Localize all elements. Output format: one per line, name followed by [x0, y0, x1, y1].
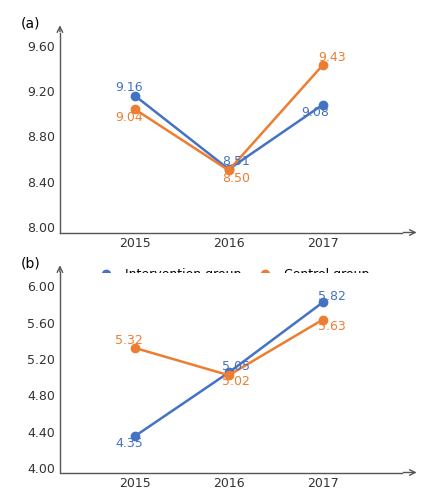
Legend: Intervention group, Control group: Intervention group, Control group	[88, 263, 374, 286]
Text: (a): (a)	[21, 16, 40, 30]
Text: (b): (b)	[21, 256, 40, 270]
Text: 9.08: 9.08	[301, 106, 329, 119]
Text: 9.16: 9.16	[116, 82, 143, 94]
Text: 5.63: 5.63	[318, 320, 346, 332]
Text: 5.82: 5.82	[318, 290, 346, 302]
Text: 5.32: 5.32	[116, 334, 143, 347]
Text: 4.35: 4.35	[116, 437, 143, 450]
Text: 9.43: 9.43	[318, 51, 346, 64]
Text: 9.04: 9.04	[116, 110, 143, 124]
Text: 8.50: 8.50	[222, 172, 250, 185]
Text: 5.05: 5.05	[222, 360, 250, 372]
Text: 8.51: 8.51	[222, 155, 250, 168]
Text: 5.02: 5.02	[222, 375, 250, 388]
